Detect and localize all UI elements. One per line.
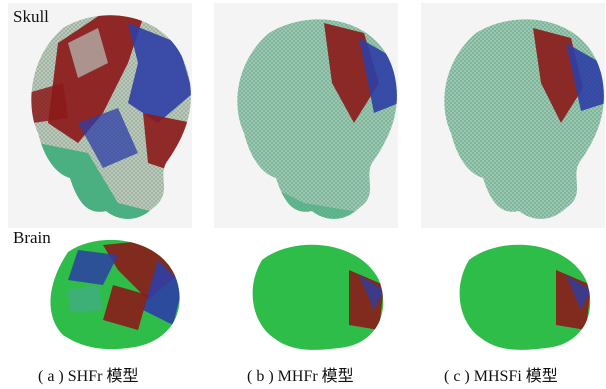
skull-mesh-b (237, 19, 397, 219)
panel-a-skull: Skull (8, 3, 192, 228)
skull-mesh-c (444, 19, 604, 219)
panel-a-brain: Brain (8, 228, 192, 356)
skull-mesh-a (31, 15, 191, 219)
panel-b-brain (214, 230, 398, 356)
brain-mesh-b (252, 244, 384, 350)
row-label-brain: Brain (13, 228, 51, 247)
brain-mesh-c (459, 244, 591, 350)
panel-c-brain (421, 230, 605, 356)
panel-c-skull (421, 3, 605, 228)
caption-b: ( b ) MHFr 模型 (247, 368, 354, 385)
panel-b-skull (214, 3, 398, 228)
caption-a: ( a ) SHFr 模型 (38, 368, 139, 385)
caption-c: ( c ) MHSFi 模型 (444, 368, 558, 385)
brain-mesh-a (50, 239, 180, 350)
row-label-skull: Skull (13, 7, 49, 26)
